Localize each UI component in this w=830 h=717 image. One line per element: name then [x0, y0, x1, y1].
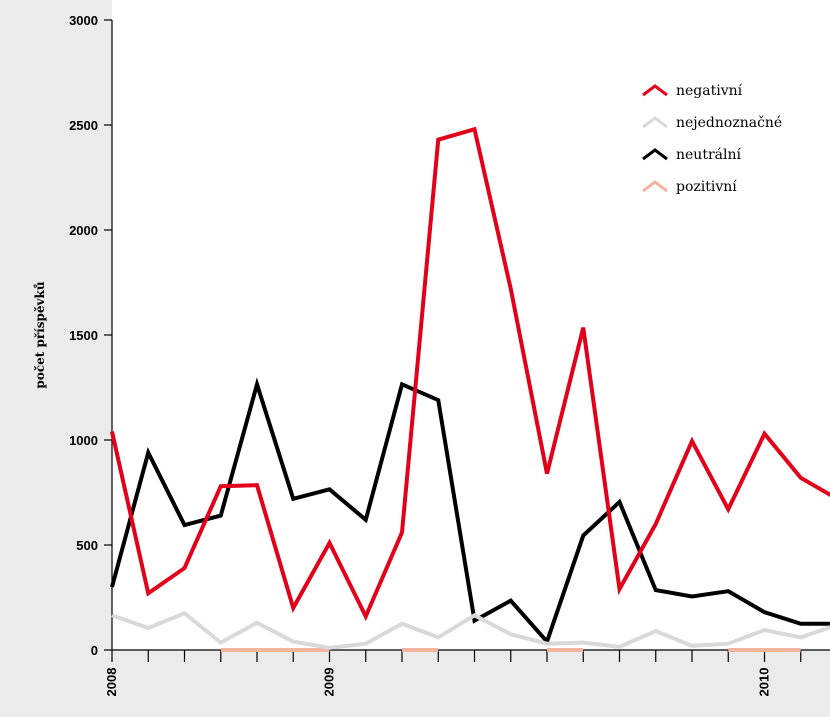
x-tick-label: 2008 [104, 668, 119, 697]
legend-label-nejednoznacne: nejednoznačné [676, 115, 782, 131]
legend-marker-neutralni [642, 148, 668, 161]
series-line-neutralni [110, 377, 830, 646]
plot-area-background [0, 0, 112, 650]
legend: negativní nejednoznačné neutrální poziti… [642, 83, 782, 195]
legend-item-neutralni: neutrální [642, 147, 741, 163]
legend-marker-pozitivni [642, 180, 668, 193]
y-tick-label: 500 [76, 538, 98, 553]
x-tick-label: 2009 [322, 668, 337, 697]
legend-marker-nejednoznacne [642, 116, 668, 129]
y-tick-label: 1500 [69, 328, 98, 343]
y-tick-label: 2000 [69, 223, 98, 238]
legend-item-pozitivni: pozitivní [642, 179, 737, 195]
series-line-negativni [110, 126, 830, 622]
x-tick-label: 2010 [757, 668, 772, 697]
legend-item-nejednoznacne: nejednoznačné [642, 115, 782, 131]
series-line-nejednoznacne [111, 610, 830, 650]
x-axis-ticks: 2008 2009 2010 [104, 650, 802, 697]
series-layer [110, 126, 830, 652]
legend-label-pozitivni: pozitivní [676, 179, 737, 195]
y-axis-label: počet příspěvků [33, 281, 47, 388]
legend-label-negativni: negativní [676, 83, 743, 99]
y-axis-ticks: 0 500 1000 1500 2000 2500 3000 [69, 13, 112, 658]
x-axis-band [0, 650, 830, 717]
y-tick-label: 0 [91, 643, 98, 658]
legend-item-negativni: negativní [642, 83, 743, 99]
legend-label-neutralni: neutrální [676, 147, 741, 163]
y-tick-label: 3000 [69, 13, 98, 28]
legend-marker-negativni [642, 84, 668, 97]
y-tick-label: 1000 [69, 433, 98, 448]
y-tick-label: 2500 [69, 118, 98, 133]
